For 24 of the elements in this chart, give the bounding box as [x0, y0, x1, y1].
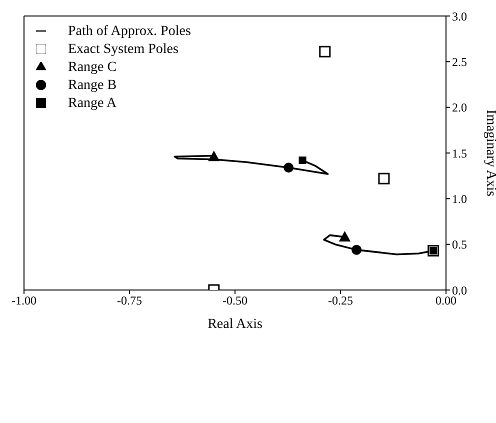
y-tick-label: 2.0 [452, 100, 467, 115]
y-axis-title: Imaginary Axis [483, 110, 496, 196]
point [298, 156, 306, 164]
point [339, 232, 350, 242]
y-tick-label: 3.0 [452, 9, 467, 24]
x-tick-label: -0.50 [222, 294, 248, 308]
point [208, 151, 220, 162]
legend-label: Exact System Poles [68, 42, 178, 57]
legend-label: Path of Approx. Poles [68, 24, 191, 39]
point [284, 162, 294, 173]
point [352, 244, 362, 255]
y-tick-label: 0.5 [452, 238, 467, 252]
x-tick-label: -0.75 [117, 294, 142, 308]
y-tick-label: 1.0 [452, 192, 467, 206]
point [319, 46, 331, 58]
y-tick-label: 1.5 [452, 146, 467, 160]
legend-label: Range B [68, 78, 117, 93]
x-axis-title: Real Axis [208, 317, 262, 332]
x-tick-label: -0.25 [328, 294, 353, 308]
point [378, 172, 390, 184]
legend-label: Range C [68, 60, 117, 75]
y-tick-label: 2.5 [452, 54, 467, 69]
legend-label: Range A [68, 96, 117, 111]
x-tick-label: -1.00 [12, 294, 36, 308]
